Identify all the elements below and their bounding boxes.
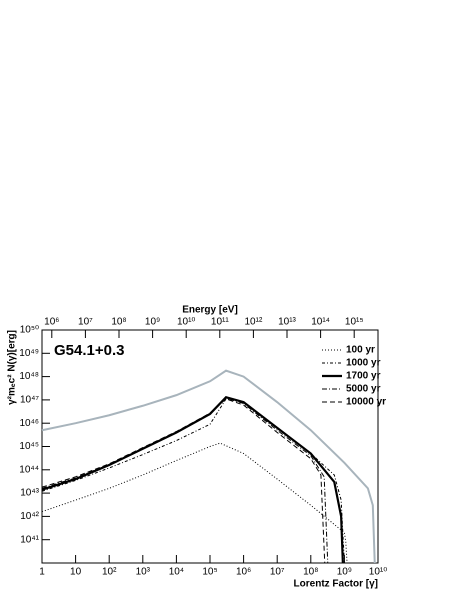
x-tick-label: 10¹⁰ [369,567,387,578]
annotation: G54.1+0.3 [54,342,124,359]
x-tick-label: 10³ [136,567,151,578]
x2-tick-label: 10⁸ [111,317,126,328]
y-tick-label: 10⁴³ [20,488,39,499]
y-tick-label: 10⁴⁹ [19,348,39,359]
x-tick-label: 10⁵ [202,567,217,578]
legend-label: 1700 yr [346,371,381,382]
x-tick-label: 10² [102,567,117,578]
x-tick-label: 10⁷ [270,567,285,578]
y-tick-label: 10⁴⁴ [19,464,39,475]
x-axis-label: Lorentz Factor [γ] [294,579,378,590]
series-line [41,396,344,564]
legend-label: 10000 yr [346,397,386,408]
series-line [41,369,376,564]
legend-label: 100 yr [346,345,375,356]
x-tick-label: 10⁹ [337,567,352,578]
y-tick-label: 10⁵⁰ [20,325,39,336]
x-tick-label: 10⁶ [236,567,251,578]
x2-tick-label: 10¹⁰ [177,317,195,328]
x2-tick-label: 10⁶ [44,317,59,328]
x-tick-label: 10⁴ [169,567,184,578]
x2-tick-label: 10¹¹ [211,317,229,328]
series-line [41,398,326,564]
y-tick-label: 10⁴⁵ [19,441,39,452]
legend-label: 1000 yr [346,358,381,369]
x2-tick-label: 10¹⁴ [311,317,330,328]
x-tick-label: 10 [70,567,82,578]
series-line [41,442,348,564]
legend-label: 5000 yr [346,384,381,395]
y-tick-label: 10⁴² [20,511,39,522]
x2-tick-label: 10⁹ [145,317,160,328]
y-tick-label: 10⁴¹ [20,534,39,545]
x-tick-label: 10⁸ [303,567,318,578]
series-line [41,398,345,564]
x2-tick-label: 10¹⁵ [345,317,364,328]
y-tick-label: 10⁴⁶ [19,418,39,429]
x2-axis-label: Energy [eV] [182,305,238,316]
y-tick-label: 10⁴⁷ [20,395,39,406]
y-tick-label: 10⁴⁸ [19,371,39,382]
x2-tick-label: 10¹³ [278,317,296,328]
x-tick-label: 1 [39,567,45,578]
x2-tick-label: 10⁷ [78,317,93,328]
y-axis-label: γ²mₑc² N(γ)[erg] [7,330,18,405]
series-line [41,397,329,564]
x2-tick-label: 10¹² [244,317,262,328]
